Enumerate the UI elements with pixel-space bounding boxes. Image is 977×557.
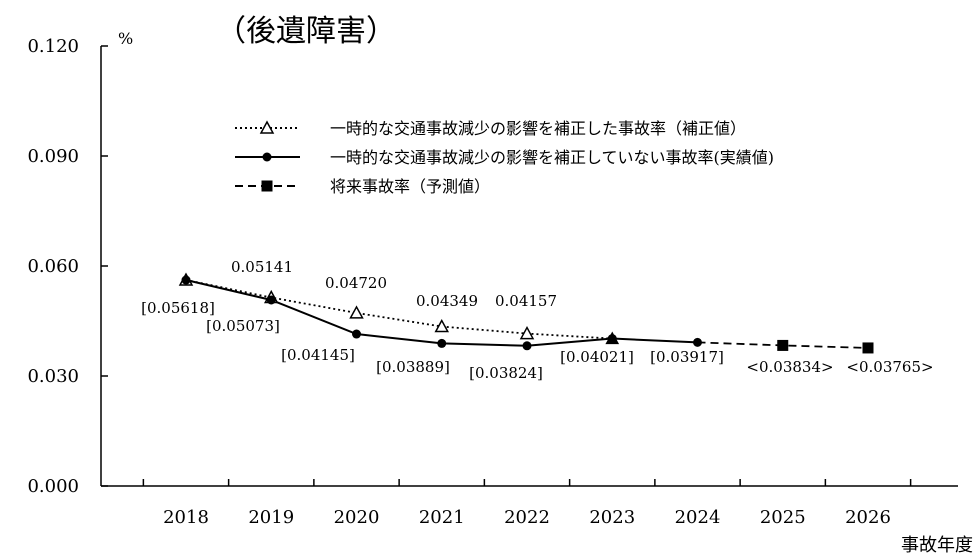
x-tick-label: 2026 — [845, 507, 891, 528]
data-point-adjusted — [349, 305, 364, 319]
data-point-forecast — [777, 339, 789, 351]
y-tick-label: 0.000 — [27, 476, 79, 497]
data-label: 0.04157 — [495, 292, 557, 310]
legend-label-forecast: 将来事故率（予測値） — [330, 177, 490, 196]
y-axis-unit: % — [118, 29, 133, 48]
data-label: 0.04349 — [416, 292, 478, 310]
data-point-actual — [181, 275, 191, 285]
data-label: [0.04021] — [560, 348, 634, 366]
x-tick-label: 2022 — [504, 507, 550, 528]
legend-marker-actual — [262, 152, 272, 162]
data-label: <0.03765> — [846, 358, 933, 376]
data-point-forecast — [862, 342, 874, 354]
legend-label-adjusted: 一時的な交通事故減少の影響を補正した事故率（補正値） — [330, 119, 746, 138]
data-point-actual — [352, 329, 361, 339]
data-label: <0.03834> — [746, 358, 833, 376]
data-label: [0.03917] — [650, 348, 724, 366]
data-point-actual — [522, 341, 532, 351]
x-tick-label: 2023 — [589, 507, 635, 528]
y-tick-label: 0.030 — [27, 366, 79, 387]
data-label: 0.05141 — [231, 258, 293, 276]
x-tick-label: 2018 — [163, 507, 209, 528]
data-point-adjusted — [434, 318, 450, 333]
x-tick-label: 2020 — [334, 507, 380, 528]
series-line-actual — [185, 279, 698, 347]
data-label: [0.05073] — [206, 317, 280, 335]
x-tick-label: 2019 — [248, 507, 294, 528]
x-tick-label: 2024 — [675, 507, 721, 528]
data-label: 0.04720 — [325, 274, 387, 292]
chart-title: （後遺障害） — [216, 14, 396, 49]
y-tick-label: 0.090 — [27, 146, 79, 167]
y-tick-label: 0.120 — [27, 36, 79, 57]
legend-marker-adjusted — [259, 120, 275, 134]
data-point-overlap — [605, 331, 620, 345]
data-point-actual — [266, 295, 276, 305]
data-point-actual — [693, 337, 702, 347]
data-point-adjusted — [519, 326, 535, 340]
data-label: [0.03889] — [376, 358, 450, 376]
legend-marker-forecast — [261, 180, 273, 192]
data-point-actual — [437, 338, 447, 348]
data-label: [0.04145] — [281, 346, 355, 364]
x-tick-label: 2021 — [419, 507, 465, 528]
x-axis-label: 事故年度 — [901, 535, 973, 556]
legend-label-actual: 一時的な交通事故減少の影響を補正していない事故率(実績値) — [330, 148, 774, 167]
data-label: [0.03824] — [469, 364, 543, 382]
data-label: [0.05618] — [141, 299, 215, 317]
y-tick-label: 0.060 — [27, 256, 79, 277]
series-line-adjusted — [185, 279, 613, 340]
x-tick-label: 2025 — [760, 507, 806, 528]
